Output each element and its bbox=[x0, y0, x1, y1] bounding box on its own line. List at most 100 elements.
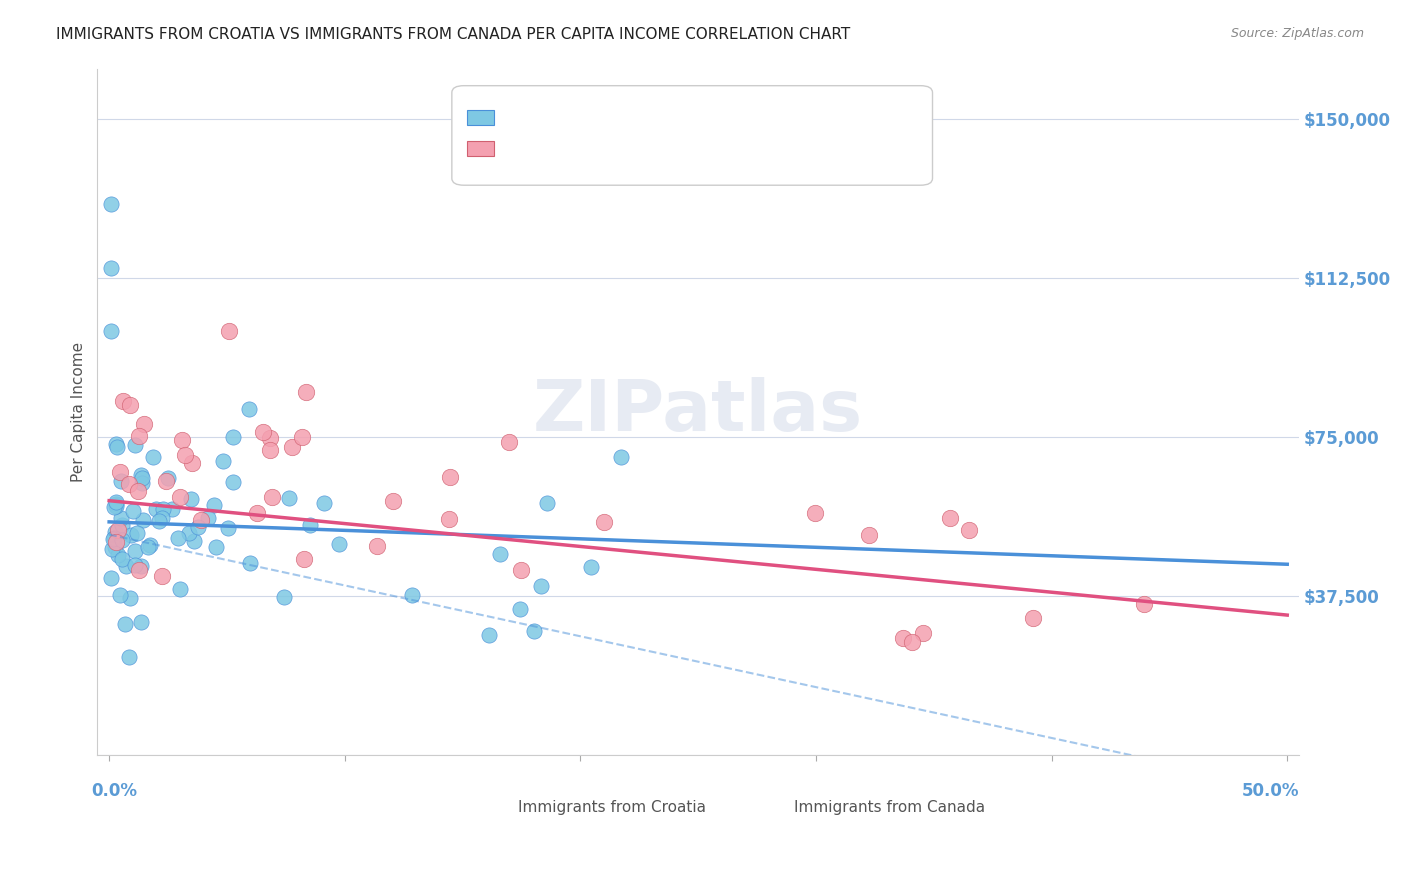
Point bbox=[183, 534, 205, 549]
Point bbox=[252, 425, 274, 440]
Point bbox=[100, 197, 122, 211]
Point bbox=[187, 520, 209, 534]
Point bbox=[218, 324, 240, 338]
Point bbox=[155, 474, 177, 488]
Point bbox=[105, 534, 128, 549]
Point bbox=[437, 512, 460, 526]
Point bbox=[122, 504, 145, 518]
FancyBboxPatch shape bbox=[451, 86, 932, 186]
Point bbox=[169, 582, 191, 596]
Point bbox=[127, 525, 149, 540]
Point bbox=[150, 510, 173, 524]
Text: R =: R = bbox=[501, 146, 533, 161]
Point bbox=[509, 602, 531, 616]
Bar bbox=[765, 793, 790, 808]
Point bbox=[858, 528, 880, 542]
Point bbox=[129, 558, 152, 573]
Point bbox=[177, 525, 200, 540]
Point bbox=[162, 502, 184, 516]
Point bbox=[111, 533, 134, 548]
Point bbox=[111, 393, 134, 408]
Point bbox=[128, 563, 150, 577]
Point bbox=[277, 491, 299, 505]
Point bbox=[118, 649, 141, 664]
Point bbox=[273, 590, 295, 604]
Point bbox=[111, 551, 134, 566]
Point bbox=[110, 474, 132, 488]
Point bbox=[804, 506, 827, 520]
Text: N =: N = bbox=[626, 117, 659, 131]
Text: Source: ZipAtlas.com: Source: ZipAtlas.com bbox=[1230, 27, 1364, 40]
Point bbox=[197, 510, 219, 524]
Text: 50.0%: 50.0% bbox=[1241, 782, 1299, 800]
Point bbox=[118, 477, 141, 491]
Point bbox=[190, 513, 212, 527]
Point bbox=[100, 571, 122, 585]
Point bbox=[124, 558, 146, 572]
Point bbox=[172, 433, 194, 447]
Point bbox=[901, 634, 924, 648]
Point bbox=[478, 628, 501, 642]
Point bbox=[262, 491, 284, 505]
Point bbox=[111, 517, 134, 532]
Point bbox=[136, 540, 159, 554]
Y-axis label: Per Capita Income: Per Capita Income bbox=[72, 342, 86, 482]
Point bbox=[166, 531, 188, 545]
Point bbox=[100, 324, 122, 338]
Point bbox=[510, 563, 533, 577]
Point bbox=[204, 540, 226, 554]
Point bbox=[610, 450, 633, 464]
Point bbox=[131, 513, 153, 527]
Point bbox=[938, 510, 960, 524]
Point bbox=[366, 539, 388, 553]
Text: R =: R = bbox=[501, 117, 533, 131]
Text: IMMIGRANTS FROM CROATIA VS IMMIGRANTS FROM CANADA PER CAPITA INCOME CORRELATION : IMMIGRANTS FROM CROATIA VS IMMIGRANTS FR… bbox=[56, 27, 851, 42]
Text: 76: 76 bbox=[673, 117, 696, 131]
Point bbox=[139, 539, 162, 553]
Point bbox=[103, 531, 125, 545]
Point bbox=[174, 448, 197, 462]
Point bbox=[152, 568, 174, 582]
Point bbox=[439, 470, 461, 484]
Point bbox=[131, 476, 153, 491]
Point bbox=[104, 524, 127, 539]
Point bbox=[104, 540, 127, 554]
Point bbox=[246, 507, 269, 521]
Point bbox=[105, 441, 128, 455]
Point bbox=[156, 471, 179, 485]
Text: -0.068: -0.068 bbox=[548, 117, 603, 131]
Point bbox=[211, 454, 233, 468]
Bar bbox=[482, 793, 509, 808]
Point bbox=[103, 500, 125, 515]
Point bbox=[221, 430, 243, 444]
Point bbox=[107, 549, 129, 563]
Point bbox=[217, 521, 239, 535]
Text: -0.241: -0.241 bbox=[548, 146, 603, 161]
Point bbox=[131, 615, 153, 630]
Point bbox=[120, 528, 142, 542]
Point bbox=[132, 417, 155, 431]
Point bbox=[238, 402, 260, 417]
Point bbox=[145, 502, 167, 516]
Point bbox=[488, 547, 510, 561]
Point bbox=[142, 450, 165, 464]
Point bbox=[259, 431, 281, 445]
Bar bbox=[467, 141, 494, 156]
Point bbox=[239, 557, 262, 571]
Point bbox=[401, 588, 423, 602]
Point bbox=[292, 552, 315, 566]
Point bbox=[498, 435, 520, 450]
Point bbox=[107, 523, 129, 537]
Point bbox=[169, 490, 191, 504]
Point bbox=[181, 456, 204, 470]
Point bbox=[105, 497, 128, 511]
Point bbox=[529, 579, 551, 593]
Point bbox=[523, 624, 546, 639]
Point bbox=[120, 398, 142, 412]
Point bbox=[105, 495, 128, 509]
Point bbox=[328, 537, 350, 551]
Point bbox=[105, 437, 128, 451]
Point bbox=[124, 543, 146, 558]
Point bbox=[222, 475, 245, 489]
Point bbox=[128, 429, 150, 443]
